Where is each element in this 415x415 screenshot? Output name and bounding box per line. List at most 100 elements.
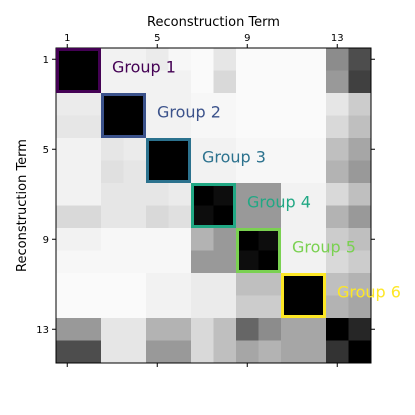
heatmap-cell-r8-c5: [146, 205, 169, 229]
heatmap-cell-r13-c1: [56, 318, 79, 341]
heatmap-cell-r9-c9: [236, 228, 259, 251]
heatmap-cell-r9-c8: [213, 228, 237, 251]
heatmap-cell-r2-c6: [168, 70, 192, 94]
heatmap-cell-r2-c12: [303, 70, 327, 94]
heatmap-cell-r3-c14: [348, 93, 372, 116]
group-box-6: [281, 273, 326, 318]
heatmap-cell-r11-c2: [78, 273, 102, 296]
heatmap-cell-r14-c5: [146, 340, 169, 364]
heatmap-cell-r1-c6: [168, 48, 192, 71]
heatmap-cell-r11-c4: [123, 273, 147, 296]
heatmap-cell-r4-c2: [78, 115, 102, 139]
heatmap-cell-r12-c7: [191, 295, 214, 319]
heatmap-cell-r3-c11: [281, 93, 304, 116]
heatmap-cell-r7-c10: [258, 183, 282, 206]
heatmap-cell-r2-c11: [281, 70, 304, 94]
y-tick-label-13: 13: [36, 325, 49, 336]
heatmap-cell-r2-c8: [213, 70, 237, 94]
heatmap-cell-r8-c2: [78, 205, 102, 229]
group-label-4: Group 4: [247, 193, 311, 212]
heatmap-cell-r3-c10: [258, 93, 282, 116]
heatmap-cell-r14-c7: [191, 340, 214, 364]
heatmap-cell-r13-c14: [348, 318, 372, 341]
heatmap-cell-r8-c10: [258, 205, 282, 229]
heatmap-cell-r9-c2: [78, 228, 102, 251]
y-tick-label-1: 1: [43, 55, 49, 66]
heatmap-cell-r4-c13: [326, 115, 349, 139]
heatmap-cell-r6-c12: [303, 160, 327, 184]
heatmap-cell-r4-c8: [213, 115, 237, 139]
heatmap-cell-r14-c4: [123, 340, 147, 364]
heatmap-cell-r1-c4: [123, 48, 147, 71]
heatmap-cell-r14-c2: [78, 340, 102, 364]
heatmap-cell-r13-c8: [213, 318, 237, 341]
heatmap-cell-r14-c1: [56, 340, 79, 364]
heatmap-cell-r8-c4: [123, 205, 147, 229]
heatmap-cell-r10-c6: [168, 250, 192, 274]
heatmap-cell-r11-c5: [146, 273, 169, 296]
heatmap-cell-r13-c12: [303, 318, 327, 341]
heatmap-cell-r7-c9: [236, 183, 259, 206]
x-axis-label: Reconstruction Term: [147, 15, 280, 30]
heatmap-cell-r6-c5: [146, 160, 169, 184]
heatmap-cell-r12-c3: [101, 295, 124, 319]
heatmap-cell-r12-c1: [56, 295, 79, 319]
heatmap-cell-r14-c14: [348, 340, 372, 364]
heatmap-cell-r5-c13: [326, 138, 349, 161]
heatmap-cell-r10-c10: [258, 250, 282, 274]
group-label-6: Group 6: [337, 283, 401, 302]
heatmap-cell-r10-c11: [281, 250, 304, 274]
heatmap-cell-r14-c3: [101, 340, 124, 364]
heatmap-cells: [56, 48, 372, 364]
heatmap-cell-r5-c12: [303, 138, 327, 161]
group-box-3: [146, 138, 191, 183]
heatmap-cell-r12-c10: [258, 295, 282, 319]
group-label-5: Group 5: [292, 238, 356, 257]
axis-ticks: 1 5 9 13 1 5 9 13: [36, 33, 375, 367]
group-box-5: [236, 228, 281, 273]
heatmap-cell-r2-c9: [236, 70, 259, 94]
heatmap-cell-r12-c14: [348, 295, 372, 319]
heatmap-cell-r7-c2: [78, 183, 102, 206]
heatmap-cell-r11-c13: [326, 273, 349, 296]
heatmap-cell-r6-c4: [123, 160, 147, 184]
heatmap-cell-r3-c5: [146, 93, 169, 116]
heatmap-cell-r4-c6: [168, 115, 192, 139]
group-boxes: [56, 48, 326, 318]
y-tick-label-9: 9: [43, 235, 49, 246]
group-label-2: Group 2: [157, 103, 221, 122]
heatmap-cell-r9-c14: [348, 228, 372, 251]
heatmap-cell-r8-c3: [101, 205, 124, 229]
heatmap-cell-r5-c6: [168, 138, 192, 161]
heatmap-cell-r2-c10: [258, 70, 282, 94]
heatmap-cell-r1-c2: [78, 48, 102, 71]
heatmap-cell-r11-c14: [348, 273, 372, 296]
heatmap-cell-r5-c2: [78, 138, 102, 161]
heatmap-cell-r6-c9: [236, 160, 259, 184]
heatmap-cell-r11-c9: [236, 273, 259, 296]
heatmap-cell-r11-c11: [281, 273, 304, 296]
heatmap-cell-r4-c3: [101, 115, 124, 139]
heatmap-cell-r14-c12: [303, 340, 327, 364]
heatmap-cell-r4-c10: [258, 115, 282, 139]
heatmap-cell-r4-c11: [281, 115, 304, 139]
heatmap-cell-r6-c14: [348, 160, 372, 184]
heatmap-cell-r14-c11: [281, 340, 304, 364]
heatmap-cell-r8-c12: [303, 205, 327, 229]
group-label-3: Group 3: [202, 148, 266, 167]
heatmap-cell-r10-c5: [146, 250, 169, 274]
group-labels: Group 1 Group 2 Group 3 Group 4 Group 5 Group…: [112, 58, 401, 302]
heatmap-cell-r10-c9: [236, 250, 259, 274]
heatmap-cell-r3-c1: [56, 93, 79, 116]
heatmap-cell-r10-c7: [191, 250, 214, 274]
heatmap-cell-r12-c2: [78, 295, 102, 319]
heatmap-cell-r8-c8: [213, 205, 237, 229]
group-label-1: Group 1: [112, 58, 176, 77]
heatmap-cell-r8-c11: [281, 205, 304, 229]
heatmap-cell-r14-c6: [168, 340, 192, 364]
heatmap-cell-r11-c6: [168, 273, 192, 296]
heatmap-cell-r13-c13: [326, 318, 349, 341]
heatmap-cell-r2-c2: [78, 70, 102, 94]
heatmap-cell-r13-c6: [168, 318, 192, 341]
heatmap-cell-r8-c1: [56, 205, 79, 229]
